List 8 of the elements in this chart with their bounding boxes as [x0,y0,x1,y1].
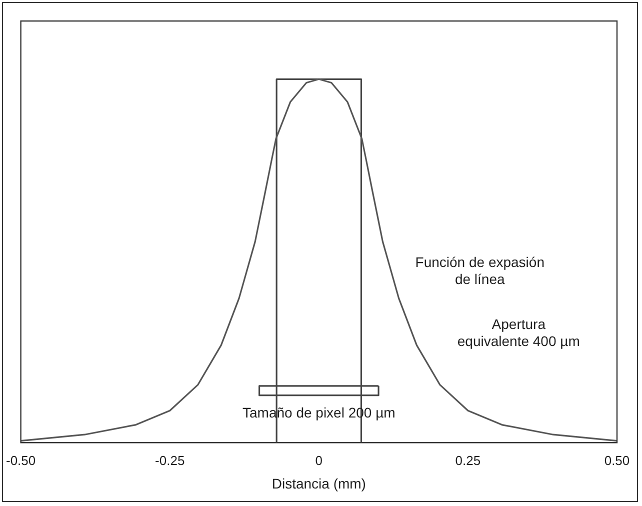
x-tick-label: 0.25 [455,452,481,468]
x-tick-label: 0.50 [604,452,630,468]
x-tick-label: 0 [315,452,323,468]
x-axis-title: Distancia (mm) [272,475,366,492]
x-tick-label: -0.25 [155,452,185,468]
annotation: Apertura equivalente 400 µm [457,316,580,349]
annotation: Función de expasión de línea [415,254,544,288]
x-tick-label: -0.50 [6,452,36,468]
